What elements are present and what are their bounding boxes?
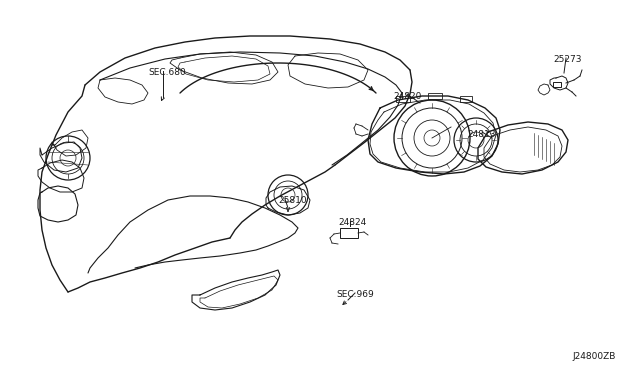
Bar — [553, 82, 561, 87]
Text: 25273: 25273 — [553, 55, 582, 64]
Text: 24813: 24813 — [467, 130, 495, 139]
Text: SEC.680: SEC.680 — [148, 68, 186, 77]
Bar — [428, 93, 442, 99]
Bar — [460, 96, 472, 102]
Text: J24800ZB: J24800ZB — [572, 352, 616, 361]
Text: 24820: 24820 — [393, 92, 421, 101]
Text: 24824: 24824 — [338, 218, 366, 227]
Text: SEC.969: SEC.969 — [336, 290, 374, 299]
Bar — [396, 96, 410, 102]
Bar — [340, 228, 358, 238]
Text: 25810: 25810 — [278, 196, 307, 205]
